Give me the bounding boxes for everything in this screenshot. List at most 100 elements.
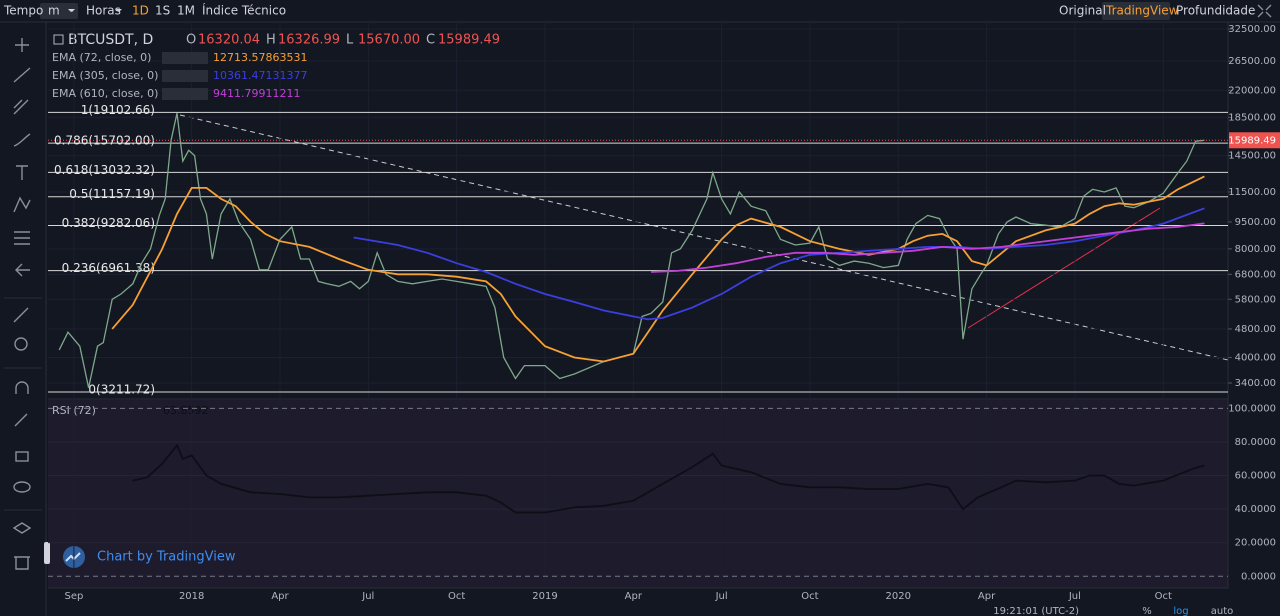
- legend-controls[interactable]: [162, 88, 208, 100]
- tab-active[interactable]: [1102, 2, 1170, 20]
- fork-icon[interactable]: [13, 99, 29, 115]
- toolbar-tab[interactable]: Original: [1059, 4, 1106, 18]
- x-tick-label: Apr: [271, 591, 289, 602]
- x-tick-label: Oct: [1155, 591, 1172, 602]
- fib-label: 0(3211.72): [88, 382, 155, 396]
- fib-icon[interactable]: [14, 231, 30, 245]
- x-tick-label: 2020: [886, 591, 911, 602]
- zoom-icon[interactable]: [14, 337, 28, 351]
- trend-line-support: [967, 207, 1161, 329]
- watermark-logo-mark: [65, 552, 81, 562]
- toolbar-button[interactable]: 1M: [177, 4, 195, 18]
- y-tick-label: 40.0000: [1235, 504, 1276, 515]
- ema-line: [650, 222, 1205, 273]
- trash-icon[interactable]: [14, 556, 30, 570]
- log-toggle[interactable]: log: [1173, 606, 1188, 616]
- interval-select[interactable]: [40, 3, 78, 19]
- pattern-icon[interactable]: [13, 196, 31, 213]
- ohlc-label: C: [426, 33, 435, 48]
- y-tick-label: 32500.00: [1228, 24, 1276, 35]
- ohlc-value: 15989.49: [438, 33, 500, 48]
- magnet-icon[interactable]: [15, 381, 29, 394]
- x-tick-label: Jul: [1068, 591, 1081, 602]
- y-tick-label: 14500.00: [1228, 151, 1276, 162]
- y-tick-label: 0.0000: [1241, 571, 1276, 582]
- y-tick-label: 80.0000: [1235, 437, 1276, 448]
- pen-lock-icon[interactable]: [14, 413, 28, 427]
- x-tick-label: Apr: [978, 591, 996, 602]
- back-icon[interactable]: [15, 263, 30, 277]
- top-toolbar: [0, 0, 1280, 22]
- y-tick-label: 11500.00: [1228, 187, 1276, 198]
- lock-icon[interactable]: [15, 451, 29, 462]
- rsi-last-value: 63.8592: [163, 404, 209, 417]
- y-tick-label: 26500.00: [1228, 56, 1276, 67]
- y-tick-label: 5800.00: [1235, 294, 1276, 305]
- symbol[interactable]: BTCUSDT, D: [68, 32, 153, 48]
- dropdown-arrow: [68, 9, 74, 12]
- last-price-tag: [1229, 132, 1280, 149]
- legend-value: 12713.57863531: [213, 51, 307, 64]
- ohlc-label: O: [186, 33, 196, 48]
- y-tick-label: 60.0000: [1235, 471, 1276, 482]
- ema-line: [111, 175, 1205, 363]
- y-tick-label: 18500.00: [1228, 112, 1276, 123]
- rsi-pane: [48, 400, 1228, 588]
- x-tick-label: 2019: [532, 591, 557, 602]
- x-tick-label: 2018: [179, 591, 204, 602]
- collapse-handle[interactable]: [44, 542, 50, 564]
- y-tick-label: 3400.00: [1235, 378, 1276, 389]
- ohlc-label: L: [346, 33, 354, 48]
- fib-label: 0.236(6961.38): [62, 261, 155, 275]
- last-price-label: 15989.49: [1228, 135, 1276, 146]
- layers-icon[interactable]: [12, 522, 32, 534]
- clock: 19:21:01 (UTC-2): [993, 606, 1079, 616]
- fullscreen-icon[interactable]: [1257, 4, 1272, 18]
- fib-label: 0.5(11157.19): [69, 187, 155, 201]
- toolbar-button[interactable]: Horas: [86, 4, 121, 18]
- side-icons: [4, 38, 50, 570]
- legend-controls[interactable]: [162, 52, 208, 64]
- text-icon[interactable]: [16, 165, 28, 180]
- legend-controls[interactable]: [162, 70, 208, 82]
- legend-value: 9411.79911211: [213, 87, 300, 100]
- x-tick-label: Sep: [64, 591, 83, 602]
- auto-toggle[interactable]: auto: [1211, 606, 1234, 616]
- y-tick-label: 100.0000: [1228, 403, 1276, 414]
- toolbar-button[interactable]: Tempo: [3, 4, 43, 18]
- toolbar-button[interactable]: Índice Técnico: [202, 3, 286, 18]
- percent-toggle[interactable]: %: [1142, 606, 1152, 616]
- eye-icon[interactable]: [13, 481, 31, 493]
- dropdown-arrow: [116, 9, 122, 12]
- watermark: Chart by TradingView: [97, 550, 236, 565]
- fib-label: 0.786(15702.00): [54, 134, 155, 148]
- y-tick-label: 8000.00: [1235, 244, 1276, 255]
- brush-icon[interactable]: [13, 133, 31, 147]
- fib-label: 0.382(9282.06): [62, 216, 155, 230]
- ema-line: [353, 207, 1205, 321]
- symbol-icon: [53, 34, 64, 45]
- toolbar-tab[interactable]: Profundidade: [1176, 4, 1255, 18]
- legend-value: 10361.47131377: [213, 69, 307, 82]
- y-tick-label: 22000.00: [1228, 85, 1276, 96]
- legend-label[interactable]: EMA (305, close, 0): [52, 69, 158, 82]
- crosshair-icon[interactable]: [15, 38, 29, 52]
- toolbar-button[interactable]: m: [48, 4, 60, 18]
- ohlc-value: 16326.99: [278, 33, 340, 48]
- toolbar-button[interactable]: 1S: [155, 4, 170, 18]
- rsi-line: [132, 443, 1205, 514]
- x-tick-label: Apr: [625, 591, 643, 602]
- legend-label[interactable]: EMA (610, close, 0): [52, 87, 158, 100]
- ohlc-value: 16320.04: [198, 33, 260, 48]
- ruler-icon[interactable]: [13, 307, 29, 323]
- toolbar-tab[interactable]: TradingView: [1105, 4, 1179, 18]
- toolbar-button[interactable]: 1D: [132, 4, 149, 18]
- x-tick-label: Oct: [801, 591, 818, 602]
- y-tick-label: 4000.00: [1235, 353, 1276, 364]
- trendline-icon[interactable]: [13, 67, 31, 83]
- ohlc-value: 15670.00: [358, 33, 420, 48]
- x-tick-label: Oct: [448, 591, 465, 602]
- fib-label: 0.618(13032.32): [54, 163, 155, 177]
- legend-label[interactable]: EMA (72, close, 0): [52, 51, 151, 64]
